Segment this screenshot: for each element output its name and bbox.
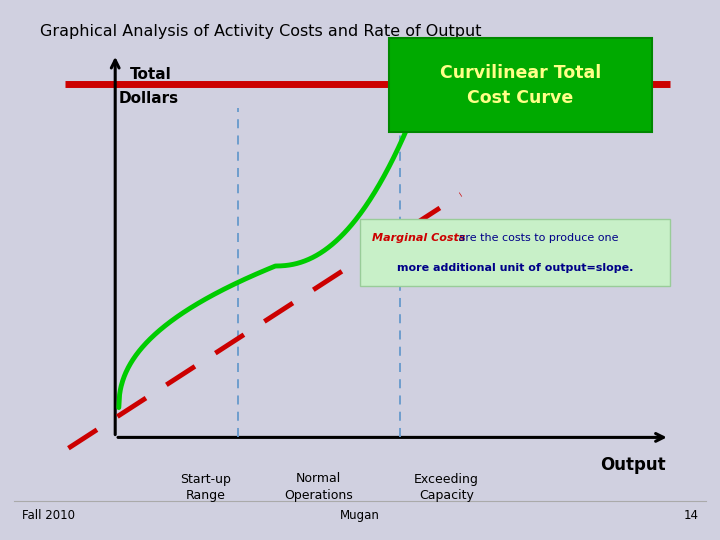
- Text: Start-up
Range: Start-up Range: [180, 472, 230, 502]
- FancyBboxPatch shape: [360, 219, 670, 286]
- Text: Mugan: Mugan: [340, 509, 380, 522]
- FancyBboxPatch shape: [389, 38, 652, 132]
- Text: more additional unit of output=slope.: more additional unit of output=slope.: [397, 264, 633, 273]
- Text: 14: 14: [683, 509, 698, 522]
- Text: are the costs to produce one: are the costs to produce one: [455, 233, 618, 242]
- Text: Normal
Operations: Normal Operations: [284, 472, 353, 502]
- Text: Marginal Costs: Marginal Costs: [372, 233, 466, 242]
- Text: Output: Output: [600, 456, 666, 474]
- Text: Graphical Analysis of Activity Costs and Rate of Output: Graphical Analysis of Activity Costs and…: [40, 24, 481, 39]
- Text: Total: Total: [130, 67, 171, 82]
- Text: Exceeding
Capacity: Exceeding Capacity: [414, 472, 479, 502]
- Text: Fall 2010: Fall 2010: [22, 509, 75, 522]
- Text: Curvilinear Total
Cost Curve: Curvilinear Total Cost Curve: [440, 64, 600, 106]
- Text: Dollars: Dollars: [119, 91, 179, 106]
